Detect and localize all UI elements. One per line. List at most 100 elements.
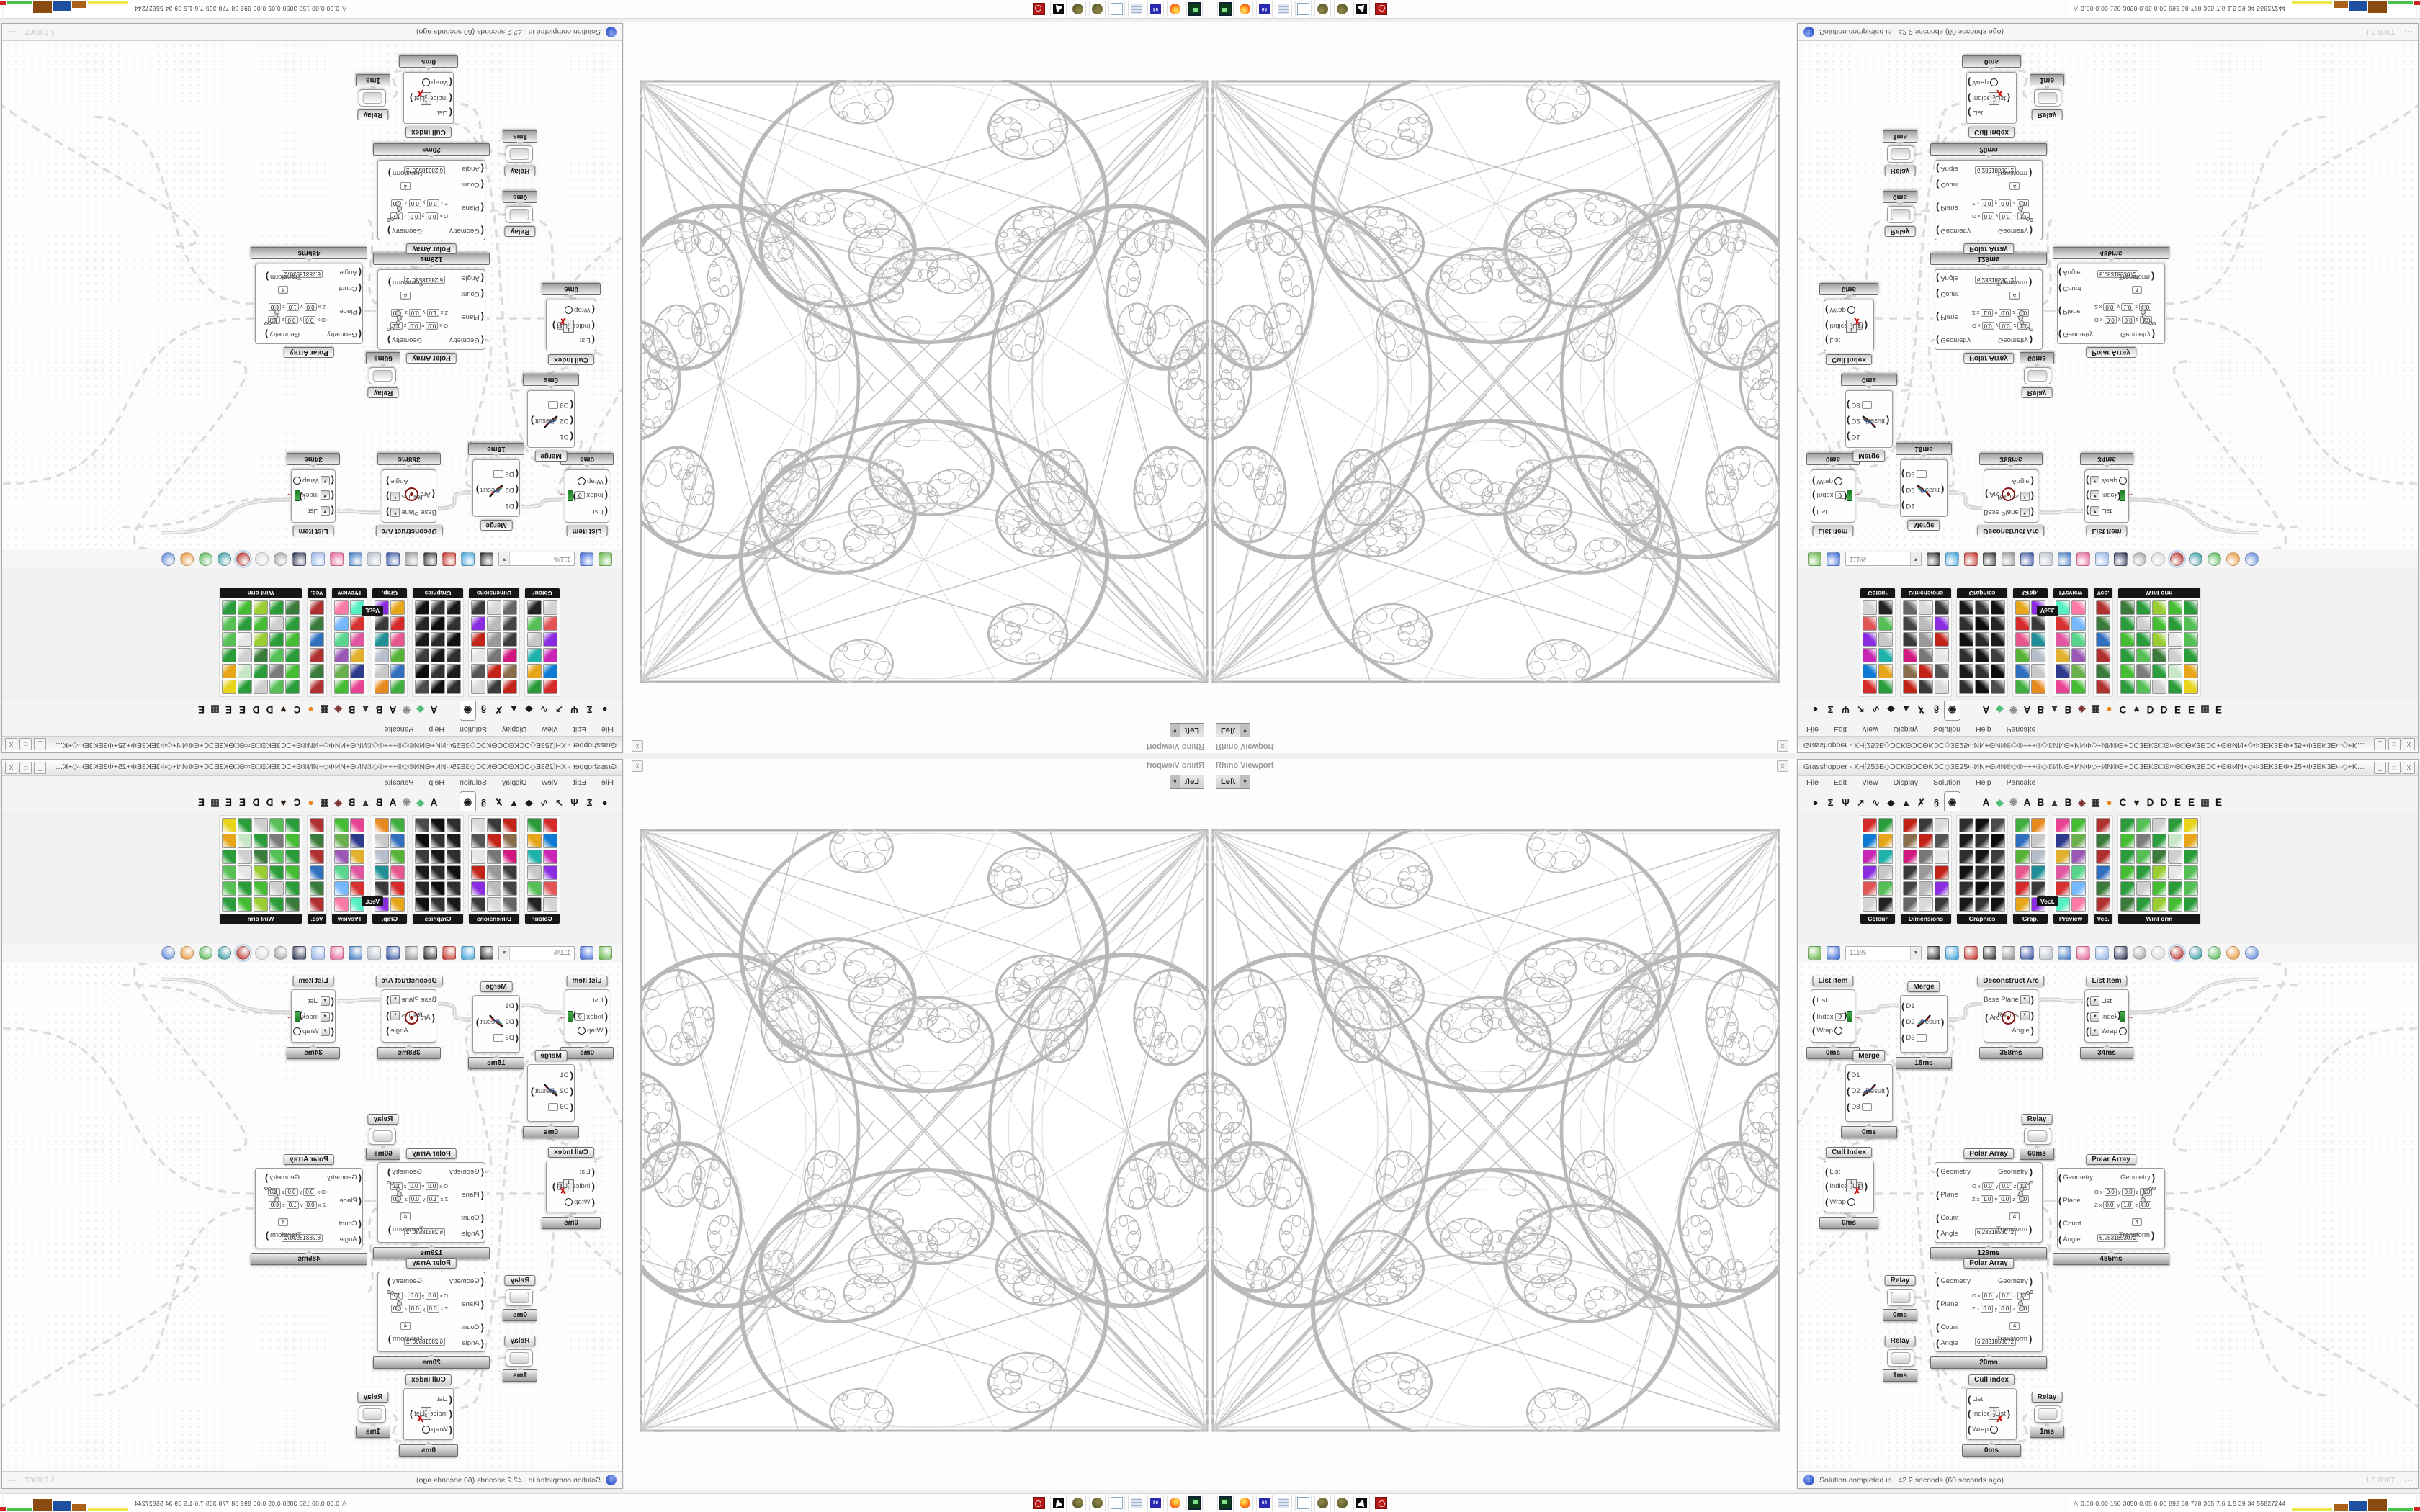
component-icon[interactable] xyxy=(2168,664,2182,678)
component-icon[interactable] xyxy=(471,865,485,880)
category-tab-4[interactable]: ∿ xyxy=(1872,704,1880,715)
menu-item-view[interactable]: View xyxy=(542,725,558,734)
component-icon[interactable] xyxy=(447,632,461,647)
firefox-icon[interactable] xyxy=(1167,1495,1183,1511)
node-arc[interactable]: Deconstruct Arc 358ms(Arc Base Plane ▼) Radi… xyxy=(375,453,443,536)
rhino-viewport-canvas[interactable] xyxy=(1211,829,1780,1434)
plugin-tab-5[interactable]: ▲ xyxy=(360,704,371,715)
component-icon[interactable] xyxy=(1903,834,1917,848)
in-port[interactable]: ( xyxy=(331,1025,334,1037)
zoom-extents-icon[interactable] xyxy=(480,946,493,960)
sphere-teal-icon[interactable] xyxy=(218,946,231,960)
component-icon[interactable] xyxy=(2071,680,2086,694)
component-icon[interactable] xyxy=(503,664,517,678)
floppy64-icon[interactable]: 64 xyxy=(1147,1495,1164,1511)
component-icon[interactable] xyxy=(269,850,284,864)
plane-value[interactable]: 1.0 xyxy=(426,1195,439,1203)
angle-value[interactable]: 6.2831853072 xyxy=(1975,1338,2017,1346)
out-port[interactable]: ) xyxy=(2151,1171,2156,1183)
close-icon[interactable]: x xyxy=(1777,760,1788,772)
component-icon[interactable] xyxy=(1878,648,1893,662)
out-port[interactable]: ) xyxy=(299,1009,302,1020)
out-port[interactable]: ) xyxy=(387,335,391,346)
notepad-icon[interactable] xyxy=(1108,1,1125,17)
component-icon[interactable] xyxy=(2136,664,2151,678)
gha-badge-icon[interactable] xyxy=(386,946,400,960)
in-port[interactable]: ( xyxy=(1936,335,1940,346)
maximize-button[interactable]: □ xyxy=(19,738,32,750)
save-file-icon[interactable] xyxy=(580,552,593,566)
node-polar[interactable]: Polar Array 485ms(Geometry(Plane(Count(An… xyxy=(251,247,367,358)
component-icon[interactable] xyxy=(2136,600,2151,615)
out-port[interactable]: ) xyxy=(409,93,413,104)
plane-value[interactable]: 0.0 xyxy=(1999,309,2012,317)
component-icon[interactable] xyxy=(2031,616,2045,631)
component-icon[interactable] xyxy=(222,616,236,631)
component-icon[interactable] xyxy=(1959,600,1973,615)
d3-value[interactable] xyxy=(548,401,559,409)
component-icon[interactable] xyxy=(447,818,461,832)
in-port[interactable]: ( xyxy=(2058,1171,2062,1183)
component-icon[interactable] xyxy=(1878,616,1893,631)
flatten-icon[interactable]: ▼ xyxy=(320,490,330,500)
preview-eye-icon[interactable] xyxy=(1945,946,1959,960)
node-merge[interactable]: Merge 15ms(D1(D2(D3 Result) xyxy=(1896,981,1952,1069)
notepad-icon[interactable] xyxy=(1295,1495,1312,1511)
plane-value[interactable]: 0.0 xyxy=(303,1188,316,1196)
plugin-tab-11[interactable]: ♥ xyxy=(280,704,287,715)
in-port[interactable]: ( xyxy=(1847,1069,1850,1081)
out-port[interactable]: ) xyxy=(475,485,480,496)
maximize-button[interactable]: □ xyxy=(19,762,32,774)
component-icon[interactable] xyxy=(390,616,405,631)
component-icon[interactable] xyxy=(527,834,542,848)
out-port[interactable]: ) xyxy=(2151,329,2156,341)
category-tab-6[interactable]: ▲ xyxy=(509,704,519,715)
sphere-teal-icon[interactable] xyxy=(2189,946,2202,960)
component-icon[interactable] xyxy=(1959,664,1973,678)
in-port[interactable]: ( xyxy=(2086,995,2089,1007)
view-tab-left[interactable]: Left ▼ xyxy=(1169,775,1204,789)
menu-item-display[interactable]: Display xyxy=(501,725,527,734)
node-relay[interactable]: Relay 1ms xyxy=(356,1392,390,1438)
nut2-icon[interactable] xyxy=(1070,1,1086,17)
component-icon[interactable] xyxy=(285,850,300,864)
in-port[interactable]: ( xyxy=(1968,1393,1971,1405)
shuffle-icon[interactable] xyxy=(2114,552,2128,566)
in-port[interactable]: ( xyxy=(591,335,595,346)
category-tab-3[interactable]: ↗ xyxy=(1857,704,1865,715)
component-icon[interactable] xyxy=(2120,834,2135,848)
menu-item-view[interactable]: View xyxy=(1862,725,1878,734)
out-port[interactable]: ) xyxy=(1886,1085,1890,1097)
palette-group-label[interactable]: Vec. xyxy=(308,588,326,598)
in-port[interactable]: ( xyxy=(1936,1212,1940,1223)
component-icon[interactable] xyxy=(2015,632,2030,647)
component-icon[interactable] xyxy=(543,632,557,647)
component-icon[interactable] xyxy=(269,897,284,912)
sphere-wire-icon[interactable] xyxy=(2151,552,2165,566)
component-icon[interactable] xyxy=(1991,664,2005,678)
component-icon[interactable] xyxy=(334,818,349,832)
component-icon[interactable] xyxy=(222,648,236,662)
component-icon[interactable] xyxy=(390,881,405,896)
component-icon[interactable] xyxy=(2096,600,2110,615)
component-icon[interactable] xyxy=(2184,897,2198,912)
in-port[interactable]: ( xyxy=(358,1194,362,1206)
component-icon[interactable] xyxy=(285,834,300,848)
component-icon[interactable] xyxy=(390,600,405,615)
component-icon[interactable] xyxy=(1878,632,1893,647)
component-icon[interactable] xyxy=(1991,834,2005,848)
out-port[interactable]: ) xyxy=(386,1025,390,1036)
palette-group-label[interactable]: Dimensions xyxy=(469,914,519,924)
component-icon[interactable] xyxy=(269,648,284,662)
component-icon[interactable] xyxy=(2184,680,2198,694)
component-icon[interactable] xyxy=(503,881,517,896)
in-port[interactable]: ( xyxy=(570,1101,573,1112)
plugin-tab-3[interactable]: A xyxy=(389,704,397,715)
component-icon[interactable] xyxy=(238,616,252,631)
component-icon[interactable] xyxy=(415,616,429,631)
node-polar[interactable]: Polar Array 129ms(Geometry(Plane(Count(An… xyxy=(373,1148,490,1259)
plane-value[interactable]: 1.0 xyxy=(286,303,299,311)
menu-item-view[interactable]: View xyxy=(542,778,558,787)
component-icon[interactable] xyxy=(1903,632,1917,647)
component-icon[interactable] xyxy=(2015,865,2030,880)
